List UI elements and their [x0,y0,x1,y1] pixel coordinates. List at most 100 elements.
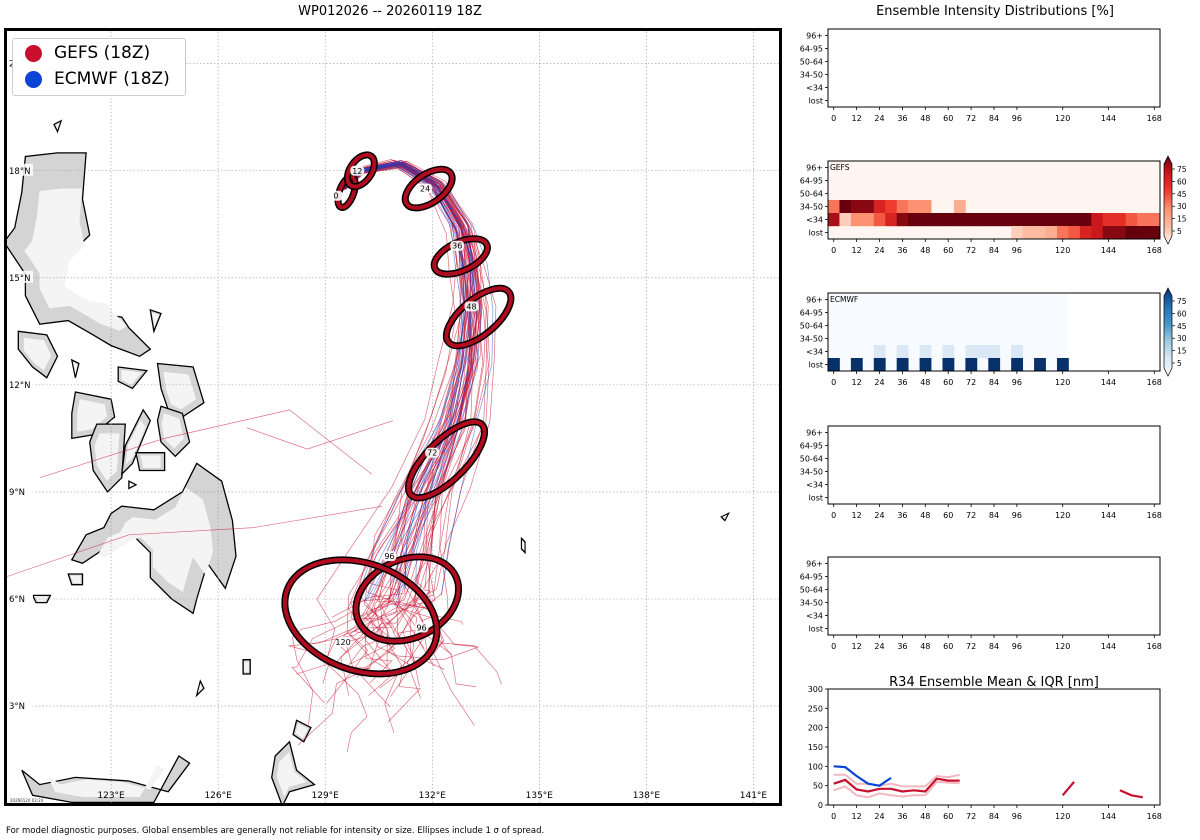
ellipse-tau-12 [345,152,377,189]
x-tick-label: 36 [897,511,907,520]
heatmap-cell [1102,226,1115,240]
x-tick-label: 24 [874,511,884,520]
heatmap-cell [953,200,966,214]
heatmap-cell [1022,213,1035,227]
gefs-legend-label: GEFS (18Z) [54,43,151,63]
heatmap-cell [988,358,1001,372]
heatmap-cell [850,213,863,227]
intensity-row-label: lost [809,494,823,503]
x-tick-label: 144 [1101,378,1116,387]
heatmap-cell [931,213,943,227]
land-interior-catanduanes [151,312,160,328]
heatmap-cell [1045,226,1058,240]
x-tick-label: 12 [852,246,862,255]
x-tick-label: 144 [1101,114,1116,123]
colorbar-tick-label: 15 [1177,215,1187,224]
intensity-row-label: lost [809,625,823,634]
intensity-row-label: 96+ [806,560,823,569]
tau-label-bg [450,240,465,251]
intensity-row-label: 34-50 [800,203,823,212]
heatmap-cell [1091,226,1104,240]
lat-tick-label: 9°N [9,488,25,498]
x-tick-label: 120 [1055,114,1070,123]
map-legend: GEFS (18Z) ECMWF (18Z) [12,38,186,96]
x-tick-label: 72 [966,511,976,520]
x-tick-label: 168 [1147,642,1162,651]
intensity-panel-gefs: 96+ 64-95 50-64 34-50 <34 lost 0 12 24 36 48 60 72 84… [790,152,1190,264]
heatmap-cell [1125,213,1138,227]
x-tick-label: 168 [1147,378,1162,387]
gefs-legend-marker [25,44,42,62]
x-tick-label: 24 [874,246,884,255]
colorbar [1163,155,1173,245]
panel-model-name: ECMWF [830,295,858,304]
intensity-panel-1: 96+ 64-95 50-64 34-50 <34 lost 0 12 24 36 48 60 72 84… [790,20,1190,125]
r34-x-tick-label: 48 [920,812,930,821]
r34-x-tick-label: 84 [989,812,999,821]
heatmap-cell [828,213,840,227]
heatmap-cell [896,345,909,359]
x-tick-label: 168 [1147,246,1162,255]
land-interior-palau [522,540,525,551]
lat-tick: 3°N [7,699,33,712]
x-tick-label: 84 [989,642,999,651]
heatmap-cell [999,213,1012,227]
gefs-track [326,160,471,704]
x-tick-label: 144 [1101,511,1116,520]
heatmap-cell [896,200,909,214]
x-tick-label: 60 [943,378,953,387]
tau-label-bg [414,622,429,633]
r34-y-tick-label: 50 [813,782,823,791]
r34-x-tick-label: 168 [1147,812,1162,821]
lat-tick-bg [7,270,33,283]
r34-x-tick-label: 36 [897,812,907,821]
x-tick-label: 48 [920,246,930,255]
x-tick-label: 24 [874,114,884,123]
tau-label: 120 [335,636,351,647]
tau-label-text: 36 [452,242,462,251]
intensity-row-label: 34-50 [800,599,823,608]
r34-y-tick-label: 150 [808,743,823,752]
land-interior-tablas [72,362,78,375]
heatmap-cell [885,200,898,214]
panel-frame [827,28,1161,108]
x-tick-label: 12 [852,378,862,387]
r34-y-tick-label: 200 [808,724,823,733]
x-tick-label: 48 [920,642,930,651]
land-interior-panay [77,399,108,432]
heatmap-cell [873,345,886,359]
panel-frame [827,556,1161,636]
lat-tick: 18°N [7,163,33,177]
lon-tick-label: 135°E [526,791,554,801]
heatmap-cell [919,200,932,214]
r34-series-2 [1061,781,1075,797]
intensity-row-label: 64-95 [800,309,823,318]
intensity-row-label: 34-50 [800,71,823,80]
x-tick-label: 72 [966,246,976,255]
land-interior-luzon [24,188,127,331]
colorbar-tick-label: 30 [1177,334,1187,343]
heatmap-cell [1125,226,1138,240]
heatmap-cell [1011,358,1024,372]
x-tick-label: 36 [897,642,907,651]
tau-label: 24 [418,183,433,194]
x-tick-label: 120 [1055,511,1070,520]
lon-tick-label: 129°E [312,791,340,801]
x-tick-label: 60 [943,246,953,255]
heatmap-cell [1102,213,1115,227]
tau-label-bg [425,447,440,458]
land-interior-morotai [295,723,308,739]
tau-label-bg [350,165,365,176]
track-map[interactable]: 0 12 24 36 48 72 96 96 120 123°E 126°E 129°E 132°E 13… [4,28,782,806]
land-interior-sorol [722,514,728,520]
heatmap-cell [839,200,852,214]
heatmap-cell [908,200,920,214]
r34-y-tick-label: 300 [808,685,823,694]
heatmap-cell [1034,213,1046,227]
land-interior-jolo [35,596,48,602]
x-tick-label: 120 [1055,642,1070,651]
heatmap-cell [919,358,932,372]
land-interior-sangihe [197,683,203,694]
intensity-row-label: 50-64 [800,586,823,595]
x-tick-label: 24 [874,642,884,651]
